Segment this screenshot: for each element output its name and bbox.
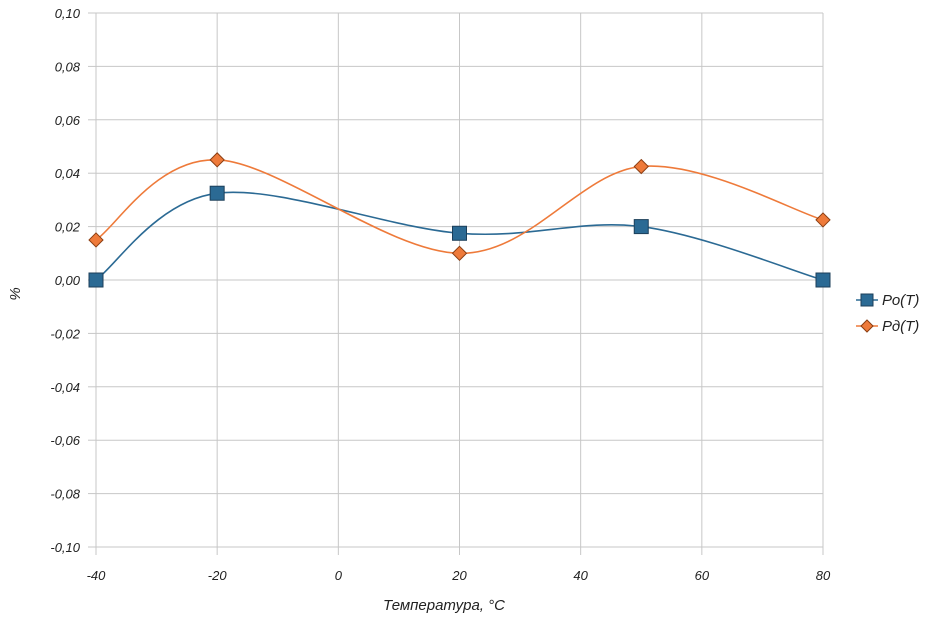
x-axis-title: Температура, °C [383, 597, 505, 614]
y-tick-label: 0,02 [55, 220, 81, 235]
y-tick-label: 0,06 [55, 113, 81, 128]
data-point-square [633, 219, 649, 235]
y-tick-label: -0,04 [50, 380, 80, 395]
y-axis-title: % [7, 287, 24, 300]
data-point-diamond [88, 232, 104, 248]
x-tick-label: -20 [208, 568, 228, 583]
data-point-square [209, 185, 225, 201]
data-point-diamond [633, 158, 649, 175]
data-point-diamond [209, 152, 225, 168]
grid [88, 12, 824, 555]
data-point-square [815, 272, 831, 288]
legend: Ро(T) Рд(T) [856, 292, 919, 335]
x-axis-ticks: -40 -20 0 20 40 60 80 [87, 568, 831, 583]
x-tick-label: -40 [87, 568, 107, 583]
x-tick-label: 60 [695, 568, 710, 583]
y-tick-label: -0,02 [50, 326, 80, 341]
x-tick-label: 80 [816, 568, 831, 583]
legend-marker-square [860, 293, 874, 307]
y-tick-label: 0,08 [55, 59, 81, 74]
legend-label: Рд(T) [882, 318, 919, 335]
y-tick-label: 0,04 [55, 166, 80, 181]
data-point-diamond [815, 212, 831, 228]
legend-label: Ро(T) [882, 292, 919, 309]
y-tick-label: -0,10 [50, 540, 80, 555]
legend-marker-diamond [860, 319, 874, 333]
data-point-square [88, 272, 104, 288]
y-tick-label: 0,00 [55, 273, 81, 288]
x-tick-label: 0 [335, 568, 343, 583]
y-tick-label: -0,06 [50, 433, 80, 448]
data-point-square [452, 225, 467, 241]
y-axis-ticks: 0,10 0,08 0,06 0,04 0,02 0,00 -0,02 -0,04 -0,06 -… [50, 6, 80, 555]
x-tick-label: 40 [573, 568, 588, 583]
y-tick-label: -0,08 [50, 487, 80, 502]
y-tick-label: 0,10 [55, 6, 81, 21]
series-markers [88, 152, 831, 288]
x-tick-label: 20 [451, 568, 467, 583]
data-point-diamond [451, 245, 468, 262]
